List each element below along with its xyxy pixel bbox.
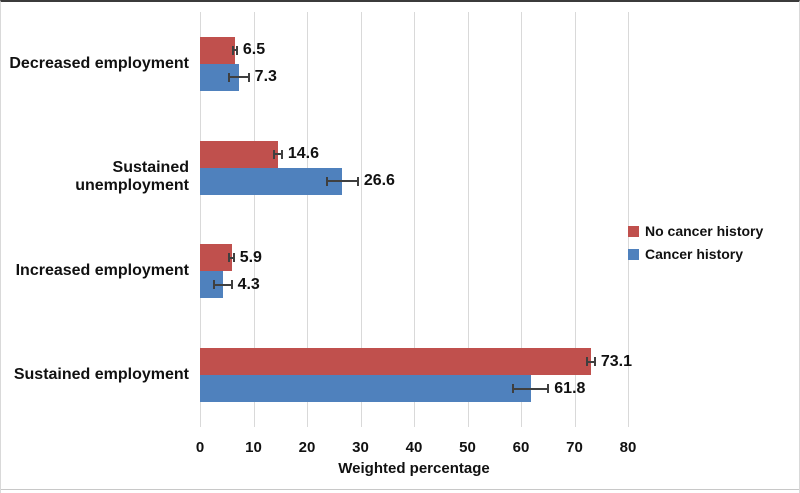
error-bar-cap [231, 45, 234, 55]
bar [200, 140, 279, 168]
bar [200, 348, 592, 376]
bar [200, 36, 235, 64]
error-bar-cap [228, 72, 231, 82]
error-bar-cap [356, 176, 359, 186]
error-bar [512, 387, 549, 390]
bar-value-label: 26.6 [363, 172, 395, 190]
category-label: Sustained employment [13, 366, 189, 384]
bar-value-label: 61.8 [554, 379, 586, 397]
error-bar-cap [547, 384, 550, 394]
error-bar [229, 76, 249, 79]
error-bar-cap [586, 357, 589, 367]
gridline [574, 12, 576, 427]
legend-label: No cancer history [645, 223, 764, 239]
x-tick-label: 40 [405, 439, 423, 456]
error-bar-cap [213, 280, 216, 290]
error-bar [326, 180, 358, 183]
error-bar [229, 256, 234, 259]
figure-bottom-edge [1, 489, 799, 490]
error-bar-cap [230, 280, 233, 290]
x-tick-label: 70 [566, 439, 583, 456]
error-bar [274, 153, 282, 156]
x-tick-label: 10 [245, 439, 262, 456]
gridline [253, 12, 255, 427]
bar [200, 167, 343, 195]
error-bar-cap [273, 149, 276, 159]
x-tick-label: 0 [195, 439, 205, 456]
category-label: Increased employment [15, 262, 189, 280]
legend-item-cancer-history: Cancer history [628, 246, 798, 262]
plot-area: 6.5 7.3 14.6 26.6 5.9 4.3 73.1 61.8 [200, 12, 632, 427]
legend-label: Cancer history [645, 246, 744, 262]
bar-value-label: 4.3 [237, 275, 260, 293]
x-tick-label: 30 [352, 439, 369, 456]
bar-value-label: 6.5 [242, 41, 266, 59]
error-bar [232, 49, 237, 52]
gridline [628, 12, 629, 427]
error-bar-cap [232, 253, 235, 263]
x-tick-label: 20 [298, 439, 316, 456]
error-bar [214, 283, 232, 286]
legend-item-no-cancer-history: No cancer history [628, 223, 798, 239]
gridline [307, 12, 308, 427]
error-bar-cap [228, 253, 231, 263]
legend-swatch-blue [628, 248, 639, 260]
legend: No cancer history Cancer history [628, 223, 798, 269]
legend-swatch-red [628, 225, 639, 237]
bar-value-label: 14.6 [287, 145, 319, 163]
gridline [360, 12, 362, 427]
gridline [467, 12, 469, 427]
category-label: Decreased employment [9, 54, 189, 72]
gridline [200, 12, 201, 427]
error-bar-cap [511, 384, 514, 394]
error-bar-cap [280, 149, 283, 159]
category-label: Sustained unemployment [75, 158, 189, 195]
bar [200, 244, 232, 272]
bar [200, 271, 223, 299]
error-bar-cap [235, 45, 238, 55]
error-bar [587, 360, 595, 363]
x-axis-title: Weighted percentage [338, 460, 490, 477]
error-bar-cap [593, 357, 596, 367]
bar-value-label: 73.1 [600, 352, 632, 370]
error-bar-cap [325, 176, 328, 186]
bar-value-label: 5.9 [239, 248, 262, 266]
x-tick-label: 80 [619, 439, 637, 456]
bar [200, 375, 531, 403]
error-bar-cap [247, 72, 250, 82]
gridline [521, 12, 522, 427]
bar-value-label: 7.3 [254, 68, 277, 86]
gridline [414, 12, 415, 427]
x-tick-label: 60 [512, 439, 530, 456]
x-tick-label: 50 [459, 439, 476, 456]
